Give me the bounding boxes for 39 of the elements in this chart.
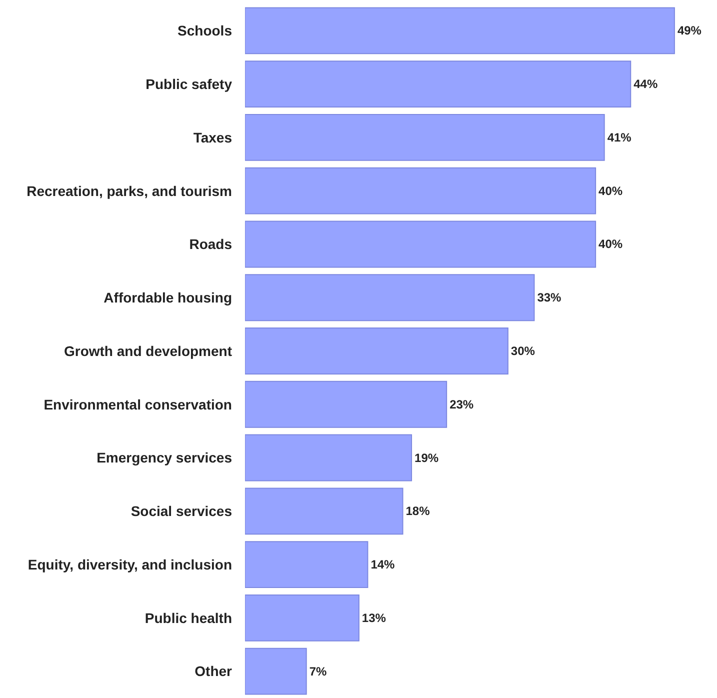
bar bbox=[245, 7, 675, 54]
y-tick-label: Public safety bbox=[146, 76, 232, 92]
bar bbox=[245, 434, 412, 482]
bar bbox=[245, 594, 360, 642]
bar bbox=[245, 328, 508, 374]
y-tick-label: Environmental conservation bbox=[44, 396, 232, 412]
bar bbox=[245, 220, 596, 268]
y-tick-label: Growth and development bbox=[64, 342, 232, 359]
data-label: 13% bbox=[362, 610, 386, 625]
bar bbox=[245, 114, 605, 161]
data-label: 23% bbox=[450, 397, 474, 412]
y-tick-label: Roads bbox=[189, 236, 232, 252]
data-label: 40% bbox=[598, 184, 623, 198]
bar bbox=[245, 541, 368, 588]
y-tick-label: Schools bbox=[178, 22, 232, 39]
data-label: 14% bbox=[370, 558, 396, 572]
data-label: 44% bbox=[634, 77, 658, 92]
y-tick-label: Equity, diversity, and inclusion bbox=[28, 556, 232, 572]
data-label: 7% bbox=[309, 664, 328, 678]
bar bbox=[245, 648, 307, 695]
data-label: 49% bbox=[677, 24, 702, 38]
data-label: 33% bbox=[537, 290, 562, 305]
data-label: 19% bbox=[414, 450, 439, 465]
bar bbox=[245, 167, 596, 214]
bar bbox=[245, 488, 404, 535]
y-tick-label: Social services bbox=[130, 503, 232, 520]
data-label: 18% bbox=[406, 504, 430, 518]
y-tick-label: Recreation, parks, and tourism bbox=[26, 182, 232, 199]
data-label: 41% bbox=[607, 130, 632, 144]
y-tick-label: Other bbox=[194, 663, 233, 680]
y-tick-label: Taxes bbox=[193, 129, 232, 146]
y-tick-label: Affordable housing bbox=[104, 290, 232, 306]
bar bbox=[245, 380, 448, 428]
bar bbox=[245, 274, 535, 322]
data-label: 30% bbox=[510, 344, 536, 358]
bar bbox=[245, 60, 632, 108]
y-tick-label: Emergency services bbox=[96, 450, 232, 466]
y-tick-label: Public health bbox=[144, 610, 232, 626]
data-label: 40% bbox=[598, 237, 623, 252]
